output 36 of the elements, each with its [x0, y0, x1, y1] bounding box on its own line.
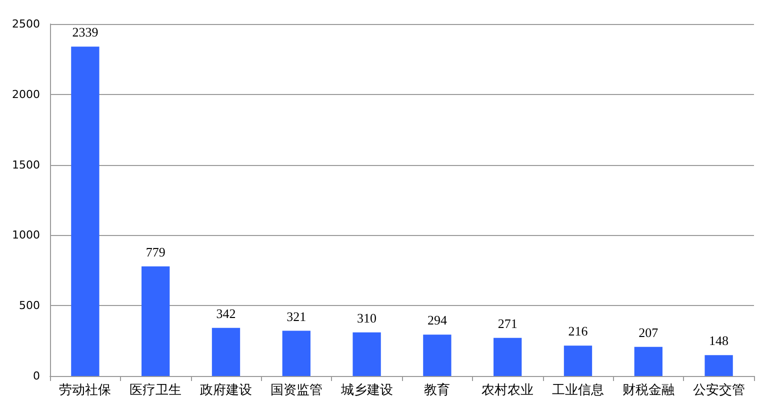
y-tick-label: 0: [33, 370, 40, 382]
x-tick-label: 城乡建设: [340, 383, 393, 398]
x-tick-label: 教育: [424, 382, 450, 398]
x-tick-label: 农村农业: [482, 383, 534, 398]
data-label: 148: [709, 333, 729, 348]
data-label: 779: [146, 244, 166, 260]
bar: [704, 355, 733, 376]
data-label: 207: [638, 324, 659, 340]
bar: [71, 46, 100, 376]
bar: [142, 266, 170, 376]
bar: [352, 332, 381, 376]
data-label: 342: [216, 306, 236, 321]
data-label: 310: [357, 310, 377, 326]
bar: [564, 346, 592, 376]
x-tick-label: 工业信息: [552, 383, 604, 398]
data-label: 2339: [72, 24, 98, 40]
y-tick-label: 1000: [12, 228, 40, 242]
bar: [423, 334, 452, 376]
x-tick-label: 财税金融: [622, 383, 674, 398]
y-tick-label: 500: [19, 299, 40, 312]
bar: [634, 346, 662, 376]
x-tick-label: 劳动社保: [59, 383, 112, 398]
x-tick-label: 公安交管: [692, 382, 745, 398]
y-tick-label: 1500: [12, 158, 40, 172]
data-label: 216: [568, 324, 588, 339]
y-tick-label: 2500: [12, 18, 40, 30]
x-tick-label: 国资监管: [270, 383, 322, 398]
data-label: 294: [427, 312, 448, 328]
x-tick-label: 政府建设: [200, 382, 252, 398]
x-tick-label: 医疗卫生: [130, 383, 182, 398]
bar: [212, 328, 240, 376]
bar: [282, 330, 310, 376]
bar: [494, 338, 522, 376]
data-label: 321: [286, 308, 306, 324]
y-tick-label: 2000: [12, 88, 40, 101]
data-label: 271: [498, 316, 518, 331]
